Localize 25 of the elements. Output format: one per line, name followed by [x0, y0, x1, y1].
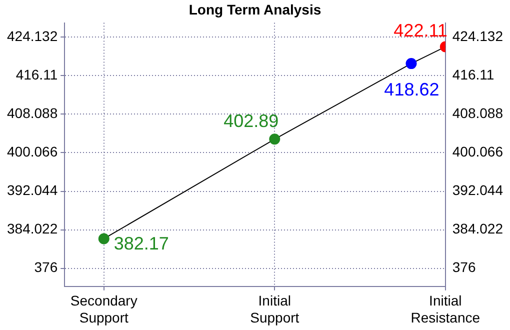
- y2-tick-label: 392.044: [452, 182, 504, 198]
- y2-tick-label: 384.022: [452, 220, 504, 237]
- data-label: 418.62: [384, 80, 440, 100]
- x-tick-label: Initial Resistance: [410, 292, 480, 326]
- point: [269, 134, 280, 145]
- data-label: 422.11: [394, 20, 448, 41]
- y2-tick-label: 376: [452, 259, 476, 276]
- y-tick-label: 424.132: [6, 28, 58, 44]
- y2-tick-label: 416.11: [452, 66, 494, 82]
- y-tick-label: 392.044: [6, 182, 58, 198]
- point: [406, 58, 417, 70]
- point: [98, 233, 110, 244]
- data-label: 402.89: [224, 111, 279, 132]
- y-tick-label: 376: [34, 259, 58, 276]
- y2-tick-label: 424.132: [452, 28, 504, 44]
- y-tick-label: 400.066: [6, 144, 58, 160]
- y-tick-label: 384.022: [6, 220, 58, 237]
- y-tick-label: 416.11: [16, 66, 58, 82]
- y-tick-label: 408.088: [6, 105, 58, 122]
- y2-tick-label: 400.066: [452, 144, 504, 160]
- x-tick-label: Initial Support: [250, 292, 300, 326]
- y2-tick-label: 408.088: [452, 105, 504, 122]
- chart-title: Long Term Analysis: [188, 1, 322, 18]
- data-label: 382.17: [114, 234, 169, 254]
- x-tick-label: Secondary Support: [70, 292, 138, 326]
